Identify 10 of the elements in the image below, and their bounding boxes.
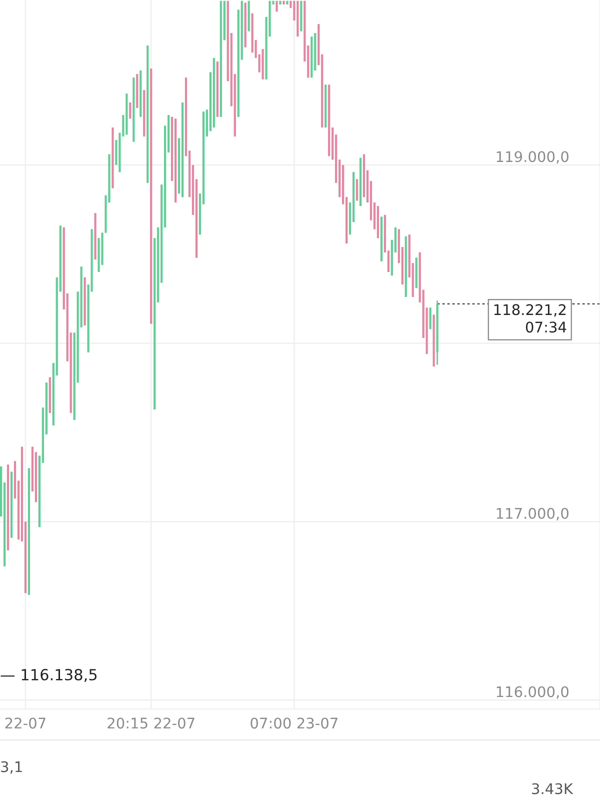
- y-tick-label: 116.000,0: [496, 686, 568, 699]
- x-tick-label: 22-07: [5, 718, 46, 729]
- annotation: — 116.138,5: [0, 668, 97, 682]
- y-tick-label: 117.000,0: [496, 508, 568, 520]
- x-tick-label: 07:00 23-07: [250, 718, 338, 729]
- ref-line-label: 118.221,2 07:34: [494, 304, 566, 333]
- x-tick-label: 20:15 22-07: [108, 718, 194, 729]
- y-tick-label: 119.000,0: [496, 151, 568, 164]
- text: 3,1: [1, 761, 22, 774]
- text: 3.43K: [532, 783, 574, 794]
